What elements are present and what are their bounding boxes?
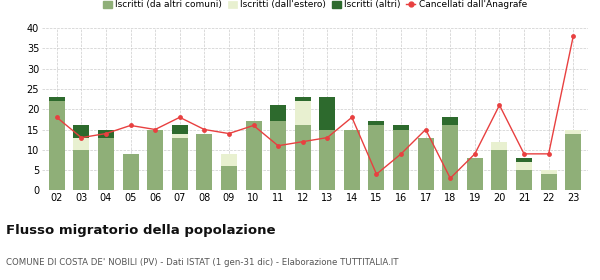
Legend: Iscritti (da altri comuni), Iscritti (dall'estero), Iscritti (altri), Cancellati: Iscritti (da altri comuni), Iscritti (da… bbox=[99, 0, 531, 13]
Bar bbox=[245, 122, 262, 190]
Bar bbox=[541, 170, 557, 174]
Bar bbox=[319, 97, 335, 129]
Bar bbox=[147, 129, 163, 190]
Bar bbox=[172, 134, 188, 138]
Bar bbox=[368, 122, 385, 125]
Bar bbox=[368, 125, 385, 190]
Bar bbox=[516, 158, 532, 162]
Bar bbox=[344, 129, 360, 190]
Bar bbox=[319, 129, 335, 190]
Bar bbox=[516, 170, 532, 190]
Bar bbox=[295, 101, 311, 125]
Bar bbox=[122, 154, 139, 190]
Bar bbox=[491, 142, 508, 150]
Bar bbox=[393, 125, 409, 129]
Bar bbox=[467, 158, 483, 190]
Bar bbox=[270, 105, 286, 122]
Bar bbox=[49, 97, 65, 101]
Text: Flusso migratorio della popolazione: Flusso migratorio della popolazione bbox=[6, 224, 275, 237]
Bar bbox=[172, 125, 188, 134]
Bar bbox=[541, 174, 557, 190]
Bar bbox=[73, 150, 89, 190]
Bar bbox=[221, 154, 237, 166]
Bar bbox=[196, 134, 212, 190]
Bar bbox=[98, 138, 114, 190]
Bar bbox=[270, 122, 286, 190]
Bar bbox=[295, 125, 311, 190]
Bar bbox=[172, 138, 188, 190]
Bar bbox=[73, 125, 89, 138]
Bar bbox=[73, 138, 89, 150]
Bar bbox=[49, 101, 65, 190]
Bar bbox=[393, 129, 409, 190]
Bar bbox=[442, 125, 458, 190]
Text: COMUNE DI COSTA DE' NOBILI (PV) - Dati ISTAT (1 gen-31 dic) - Elaborazione TUTTI: COMUNE DI COSTA DE' NOBILI (PV) - Dati I… bbox=[6, 258, 398, 267]
Bar bbox=[418, 138, 434, 190]
Bar bbox=[98, 129, 114, 138]
Bar bbox=[295, 97, 311, 101]
Bar bbox=[516, 162, 532, 170]
Bar bbox=[565, 129, 581, 134]
Bar bbox=[491, 150, 508, 190]
Bar bbox=[565, 134, 581, 190]
Bar bbox=[221, 166, 237, 190]
Bar bbox=[442, 117, 458, 125]
